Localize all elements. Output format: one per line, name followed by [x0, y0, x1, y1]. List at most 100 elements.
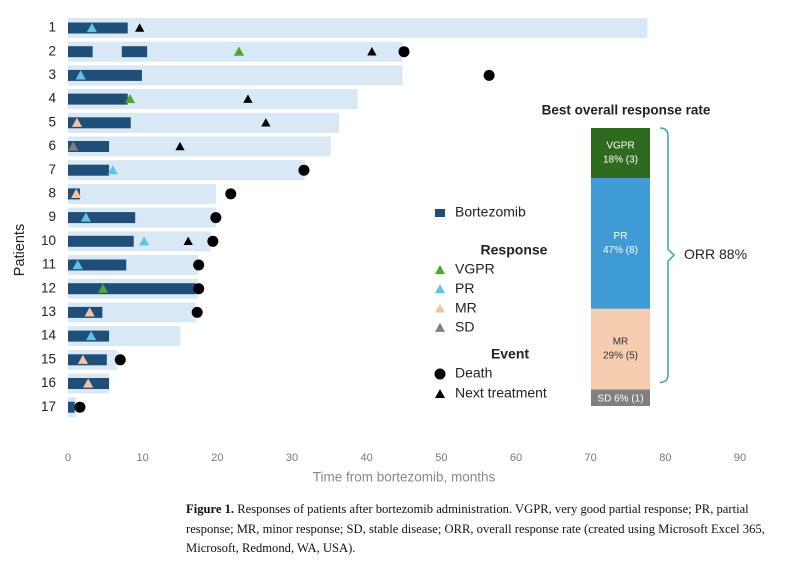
response-marker — [71, 188, 82, 198]
treatment-bar — [68, 22, 128, 34]
annotation: ORR 88% — [684, 246, 747, 262]
legend-swatch — [435, 322, 445, 332]
stacked-segment — [591, 389, 650, 406]
event-marker — [243, 94, 253, 103]
legend-label: Bortezomib — [455, 204, 526, 220]
treatment-bar — [68, 259, 127, 271]
follow-up-bar — [68, 18, 648, 38]
legend-label: SD — [455, 319, 474, 335]
caption-label: Figure 1. — [186, 502, 235, 516]
event-marker — [191, 306, 203, 318]
event-marker — [398, 46, 410, 58]
legend-label: Next treatment — [455, 385, 547, 401]
treatment-bar — [68, 69, 142, 81]
legend-title: Response — [481, 242, 548, 258]
response-marker — [68, 141, 79, 151]
caption: Figure 1. Responses of patients after bo… — [186, 500, 778, 559]
y-tick-label: 7 — [48, 162, 56, 177]
segment-value: 47% (8) — [603, 245, 638, 256]
segment-name: PR — [614, 231, 628, 242]
legend-swatch — [435, 284, 445, 294]
event-marker — [207, 235, 219, 247]
x-tick-label: 70 — [585, 452, 597, 464]
x-tick-label: 80 — [659, 452, 671, 464]
y-tick-label: 9 — [48, 209, 56, 224]
event-marker — [298, 164, 310, 176]
follow-up-bar — [68, 183, 216, 204]
segment-name: MR — [613, 337, 629, 348]
y-tick-label: 3 — [48, 67, 56, 82]
event-marker — [483, 69, 495, 81]
y-tick-label: 14 — [41, 328, 57, 343]
treatment-bar — [68, 283, 196, 295]
stacked-segment — [591, 308, 650, 390]
x-tick-label: 10 — [137, 452, 149, 464]
response-marker — [139, 236, 150, 246]
response-marker — [233, 46, 245, 56]
response-marker — [72, 259, 83, 270]
legend-label: MR — [455, 299, 477, 315]
inset-title: Best overall response rate — [542, 103, 711, 118]
legend-swatch — [435, 389, 445, 398]
response-marker — [86, 22, 97, 33]
follow-up-bar — [68, 112, 340, 133]
event-marker — [193, 259, 205, 271]
caption-text: Responses of patients after bortezomib a… — [186, 502, 765, 555]
treatment-bar — [68, 235, 134, 247]
y-tick-label: 5 — [48, 114, 56, 129]
y-tick-label: 11 — [42, 257, 56, 272]
response-marker — [80, 212, 92, 222]
legend-swatch — [434, 368, 446, 380]
event-marker — [261, 118, 271, 127]
segment-name: VGPR — [606, 141, 634, 152]
y-axis-title: Patients — [12, 224, 28, 276]
event-marker — [225, 188, 237, 200]
treatment-bar — [68, 164, 110, 176]
segment-value: 29% (5) — [603, 351, 638, 362]
bracket — [659, 127, 676, 384]
response-marker — [107, 165, 118, 175]
y-tick-label: 16 — [41, 375, 56, 390]
follow-up-bar — [68, 89, 358, 110]
event-marker — [74, 401, 86, 413]
x-tick-label: 60 — [510, 452, 522, 464]
response-marker — [84, 307, 95, 317]
treatment-bar — [68, 117, 131, 129]
follow-up-bar — [68, 41, 403, 62]
follow-up-bar — [68, 160, 305, 181]
x-tick-label: 50 — [435, 452, 447, 464]
follow-up-bar — [68, 65, 403, 86]
y-tick-label: 8 — [48, 185, 56, 200]
event-marker — [193, 283, 205, 295]
treatment-bar — [68, 306, 103, 318]
segment-value: 6% (1) — [614, 393, 643, 404]
x-tick-label: 40 — [361, 452, 373, 464]
response-marker — [71, 117, 83, 127]
response-marker — [124, 94, 136, 104]
treatment-bar — [68, 354, 107, 366]
response-marker — [75, 70, 86, 80]
x-tick-label: 0 — [65, 452, 71, 464]
y-tick-label: 10 — [41, 233, 56, 248]
y-tick-label: 6 — [48, 138, 56, 153]
legend-title: Event — [491, 346, 529, 362]
event-marker — [367, 47, 377, 56]
event-marker — [175, 141, 185, 151]
legend-swatch — [435, 265, 445, 274]
follow-up-bar — [68, 136, 331, 157]
event-marker — [210, 212, 222, 224]
y-tick-label: 15 — [41, 351, 56, 366]
segment-value: 18% (3) — [603, 155, 638, 166]
legend-swatch — [435, 303, 445, 313]
y-tick-label: 1 — [48, 20, 56, 35]
x-tick-label: 30 — [286, 452, 298, 464]
y-tick-label: 12 — [41, 280, 56, 295]
event-marker — [114, 354, 126, 366]
treatment-bar — [68, 141, 110, 152]
y-tick-label: 2 — [48, 43, 56, 58]
y-tick-label: 4 — [48, 91, 56, 106]
x-tick-label: 90 — [734, 452, 746, 464]
response-marker — [83, 378, 94, 388]
legend-label: VGPR — [455, 261, 495, 277]
segment-label: SD 6% (1) — [597, 393, 643, 404]
